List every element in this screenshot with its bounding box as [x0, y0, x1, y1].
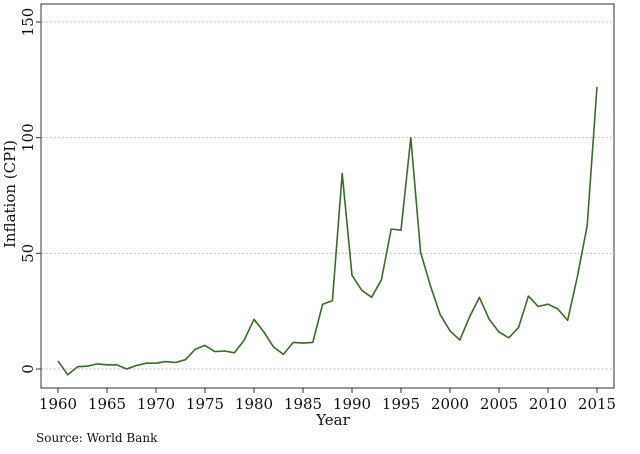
y-tick-label: 100: [19, 123, 37, 152]
x-tick-label: 2015: [578, 395, 616, 413]
x-tick-label: 1985: [284, 395, 322, 413]
y-axis-title: Inflation (CPI): [1, 140, 19, 248]
x-tick-label: 1960: [39, 395, 77, 413]
y-tick-label: 0: [19, 364, 37, 374]
x-tick-label: 2000: [431, 395, 469, 413]
x-tick-label: 1995: [382, 395, 420, 413]
series-line: [57, 86, 598, 376]
tick-labels: 0 50 100 150 1960 1965 1970 1975 1980 1985 1990 199…: [19, 8, 616, 413]
x-tick-label: 1980: [235, 395, 273, 413]
axes: [36, 21, 598, 393]
y-tick-label: 50: [19, 244, 37, 263]
x-tick-label: 1965: [88, 395, 126, 413]
x-tick-label: 2010: [529, 395, 567, 413]
x-tick-label: 1970: [137, 395, 175, 413]
y-tick-label: 150: [19, 8, 37, 37]
x-tick-label: 2005: [480, 395, 518, 413]
plot-frame: [40, 3, 615, 389]
series-layer: [57, 86, 598, 376]
x-axis-title: Year: [315, 411, 350, 429]
x-tick-label: 1990: [333, 395, 371, 413]
source-note: Source: World Bank: [36, 431, 158, 445]
grid-lines: [42, 21, 613, 370]
x-tick-label: 1975: [186, 395, 224, 413]
